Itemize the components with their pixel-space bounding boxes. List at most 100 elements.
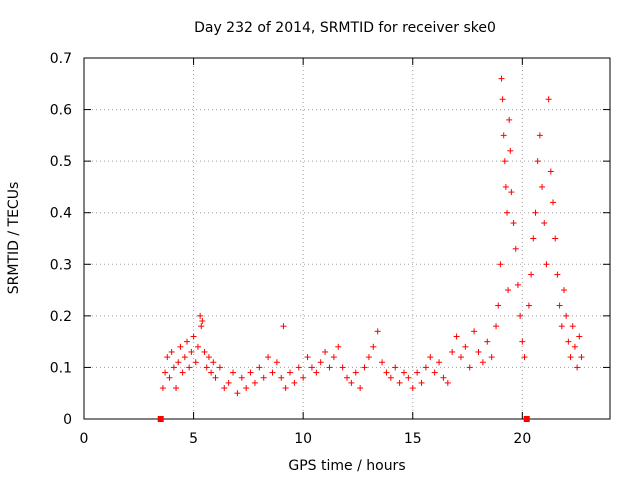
chart-title: Day 232 of 2014, SRMTID for receiver ske… <box>194 20 496 36</box>
data-point <box>534 158 541 165</box>
data-point <box>186 364 193 371</box>
data-point <box>201 348 208 355</box>
data-point <box>560 287 567 294</box>
data-point <box>205 354 212 361</box>
data-point <box>208 369 215 376</box>
data-point <box>260 374 267 381</box>
data-point <box>569 323 576 330</box>
data-point <box>304 354 311 361</box>
data-point <box>361 364 368 371</box>
data-point <box>269 369 276 376</box>
data-point <box>243 385 250 392</box>
data-point <box>164 354 171 361</box>
data-point <box>440 374 447 381</box>
data-point <box>405 374 412 381</box>
data-point <box>181 354 188 361</box>
data-point <box>194 343 201 350</box>
data-point <box>543 261 550 268</box>
data-point <box>475 348 482 355</box>
data-point <box>436 359 443 366</box>
x-tick-label: 20 <box>513 431 531 447</box>
data-point <box>500 132 507 139</box>
data-point <box>431 369 438 376</box>
data-point <box>462 343 469 350</box>
data-point <box>409 385 416 392</box>
data-point <box>190 333 197 340</box>
data-point <box>175 359 182 366</box>
data-point <box>265 354 272 361</box>
y-tick-label: 0.7 <box>50 51 72 67</box>
data-point <box>528 271 535 278</box>
data-point <box>392 364 399 371</box>
data-point <box>365 354 372 361</box>
data-point <box>170 364 177 371</box>
data-point <box>184 338 191 345</box>
data-point <box>383 369 390 376</box>
x-tick-labels: 0 5 10 15 20 <box>80 431 532 447</box>
data-point <box>576 333 583 340</box>
data-point <box>344 374 350 381</box>
x-tick-label: 5 <box>189 431 198 447</box>
data-point <box>234 390 241 397</box>
data-point <box>273 359 280 366</box>
x-tick-label: 0 <box>80 431 89 447</box>
data-point <box>517 312 524 319</box>
data-point <box>370 343 377 350</box>
y-tick-label: 0.4 <box>50 206 72 222</box>
data-point <box>453 333 460 340</box>
data-point <box>552 235 559 242</box>
data-point <box>503 209 510 216</box>
data-point <box>558 323 565 330</box>
data-point <box>525 302 532 309</box>
data-point <box>251 379 258 386</box>
data-point <box>512 245 519 252</box>
data-point <box>422 364 429 371</box>
data-point <box>162 369 169 376</box>
data-point <box>173 385 180 392</box>
data-point <box>168 348 175 355</box>
data-point <box>565 338 572 345</box>
data-point <box>192 359 199 366</box>
data-point <box>282 385 289 392</box>
data-point <box>554 271 561 278</box>
data-point <box>352 369 359 376</box>
data-point <box>335 343 342 350</box>
x-axis-label: GPS time / hours <box>288 458 405 474</box>
data-point <box>225 379 232 386</box>
data-point <box>550 199 557 206</box>
data-point <box>466 364 473 371</box>
data-point <box>326 364 333 371</box>
data-point <box>574 364 581 371</box>
data-point <box>514 281 521 288</box>
data-point <box>396 379 403 386</box>
y-tick-label: 0.3 <box>50 257 72 273</box>
data-point <box>484 338 491 345</box>
x-tick-label: 15 <box>404 431 422 447</box>
data-point <box>530 235 537 242</box>
data-point <box>541 220 548 227</box>
data-point <box>498 75 505 82</box>
zero-marker <box>523 416 530 422</box>
data-point <box>505 287 512 294</box>
data-point <box>545 96 552 103</box>
data-point <box>493 323 500 330</box>
data-point <box>536 132 543 139</box>
grid <box>84 58 610 419</box>
data-points <box>159 75 585 397</box>
data-point <box>427 354 434 361</box>
data-point <box>495 302 502 309</box>
data-point <box>479 359 486 366</box>
data-point <box>212 374 219 381</box>
data-point <box>508 189 515 196</box>
data-point <box>519 338 526 345</box>
data-point <box>210 359 217 366</box>
data-point <box>414 369 421 376</box>
zero-marker <box>157 416 164 422</box>
data-point <box>571 343 578 350</box>
y-tick-label: 0.6 <box>50 103 72 119</box>
data-point <box>198 323 205 330</box>
data-point <box>295 364 302 371</box>
data-point <box>357 385 364 392</box>
data-point <box>278 374 285 381</box>
